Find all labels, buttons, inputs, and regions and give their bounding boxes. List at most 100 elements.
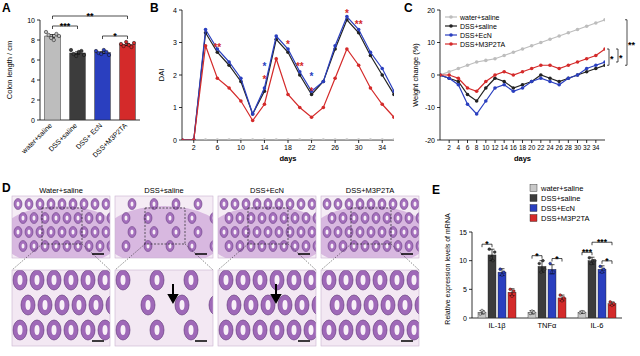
data-point [52,38,55,41]
data-point [521,47,525,51]
x-tick-label: 18 [284,144,292,151]
crypt-lumen [353,216,356,221]
crypt [400,227,408,238]
y-tick-label: -20 [425,137,435,144]
inset-box [351,208,391,244]
crypt [323,199,331,210]
x-tick-label: 10 [237,144,245,151]
zoom-line [185,244,213,270]
data-point [227,86,231,90]
legend-label: DSS+M3P2TA [541,214,589,223]
x-tick-label: 14 [261,144,269,151]
data-point [182,138,184,140]
data-point [590,262,593,265]
crypt-lumen [224,275,229,285]
crypt [373,270,387,290]
crypt [297,199,305,210]
x-tick-label: 26 [556,144,564,151]
y-tick [469,260,472,261]
crypt-lumen [283,300,288,310]
x-tick-label: 4 [457,144,461,151]
crypt [291,213,299,224]
x-tick-label: 22 [537,144,545,151]
data-point [538,262,541,265]
data-point [239,99,243,103]
crypt-lumen [292,275,297,285]
annotation: * [262,61,266,72]
data-point [539,41,543,45]
crypt-lumen [234,202,237,207]
data-point [263,138,267,140]
data-point [322,138,326,140]
data-point [69,48,72,51]
crypt [236,270,250,290]
crypt [275,227,283,238]
crypt [80,227,88,238]
crypt [107,213,110,224]
tissue-layer [321,206,419,258]
crypt-lumen [395,325,400,335]
y-tick-label: 1 [173,104,177,111]
crypt-lumen [258,325,263,335]
crypt-lumen [348,202,351,207]
inset-box [248,208,288,244]
data-point [493,251,496,254]
crypt [253,320,267,340]
crypt-lumen [50,230,53,235]
data-point [369,86,373,90]
crypt [166,241,174,252]
data-point [512,86,516,90]
crypt-lumen [392,230,395,235]
scale-bar [401,340,413,342]
x-tick [358,140,359,143]
crypt-lumen [83,202,86,207]
data-point [493,76,497,80]
crypt [81,270,95,290]
data-point [333,76,337,80]
crypt-lumen [125,216,128,221]
image-frame [321,270,419,346]
crypt [334,227,342,238]
crypt-lumen [94,202,97,207]
crypt-lumen [72,202,75,207]
plot-area [12,196,110,258]
crypt [278,295,292,315]
crypt [69,227,77,238]
crypt-lumen [386,300,391,310]
bar [498,272,506,318]
data-point [216,138,220,140]
y-axis-line [472,232,473,318]
crypt [41,241,49,252]
crypt [74,241,82,252]
image-frame [115,196,213,258]
data-point [457,83,461,87]
x-tick-label: 2 [447,144,451,151]
crypt-lumen [121,325,126,335]
y-axis-label: Colon length / cm [5,41,14,99]
plot-area [182,15,394,140]
crypt-lumen [131,230,134,235]
crypt-lumen [77,300,82,310]
y-tick [37,100,40,101]
data-point [502,271,505,274]
data-point [540,271,543,274]
x-tick [586,140,587,143]
data-point [552,271,555,274]
y-tick-label: 2 [31,97,35,104]
crypt-lumen [327,275,332,285]
y-tick-label: 10 [27,17,35,24]
y-tick-label: 20 [427,7,435,14]
crypt-lumen [283,216,286,221]
crypt-lumen [86,325,91,335]
x-tick-label: 30 [355,144,363,151]
data-point [492,259,495,262]
data-point [539,73,543,77]
crypt-lumen [397,244,400,249]
data-point [239,138,243,140]
crypt-lumen [278,202,281,207]
crypt [339,320,353,340]
plot-area [115,270,213,346]
crypt-lumen [344,275,349,285]
data-point [493,73,497,77]
data-point [380,67,384,71]
